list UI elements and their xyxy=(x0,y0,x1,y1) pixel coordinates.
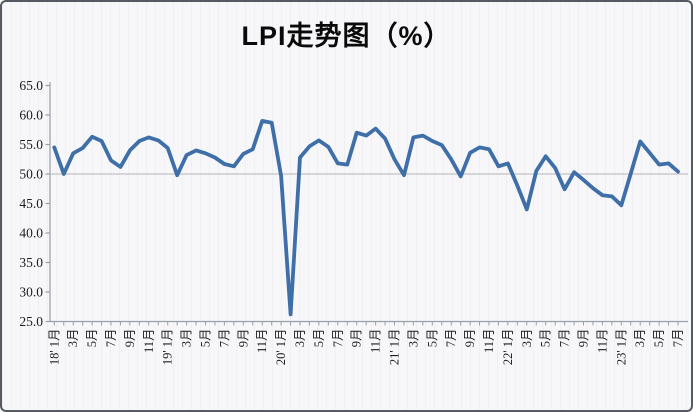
x-tick-label: 3月 xyxy=(520,329,534,348)
x-tick-label: 5月 xyxy=(652,329,666,348)
x-tick-label: 11月 xyxy=(142,329,156,354)
y-tick-label: 55.0 xyxy=(19,137,43,152)
x-tick-label: 21' 1月 xyxy=(388,329,402,366)
x-tick-label: 5月 xyxy=(312,329,326,348)
x-tick-label: 3月 xyxy=(180,329,194,348)
y-axis: 65.0 60.0 55.0 50.0 45.0 40.0 35.0 30.0 25.0 xyxy=(19,78,51,329)
x-tick-label: 3月 xyxy=(66,329,80,348)
x-tick-label: 9月 xyxy=(123,329,137,348)
x-tick-label: 5月 xyxy=(425,329,439,348)
x-axis: 18' 1月 3月 5月 7月 9月 11月 19' 1月 3月 5月 7月 9月 11月 20' 1月… xyxy=(47,320,688,366)
x-tick-label: 11月 xyxy=(369,329,383,354)
x-tick-label: 9月 xyxy=(236,329,250,348)
y-tick-label: 35.0 xyxy=(19,255,43,270)
x-tick-label: 20' 1月 xyxy=(274,329,288,366)
y-tick-label: 40.0 xyxy=(19,226,43,241)
x-tick-label: 22' 1月 xyxy=(501,329,515,366)
x-tick-label: 11月 xyxy=(482,329,496,354)
x-tick-label: 5月 xyxy=(539,329,553,348)
x-tick-label: 9月 xyxy=(350,329,364,348)
x-tick-label: 11月 xyxy=(255,329,269,354)
y-tick-label: 30.0 xyxy=(19,285,43,300)
x-tick-label: 7月 xyxy=(671,329,685,348)
y-tick-label: 50.0 xyxy=(19,167,43,182)
x-tick-label: 23' 1月 xyxy=(614,329,628,366)
y-tick-label: 60.0 xyxy=(19,108,43,123)
y-tick-label: 25.0 xyxy=(19,314,43,329)
x-tick-label: 7月 xyxy=(104,329,118,348)
x-tick-label: 18' 1月 xyxy=(47,329,61,366)
x-tick-label: 7月 xyxy=(444,329,458,348)
lpi-series-line xyxy=(52,119,680,317)
x-tick-label: 11月 xyxy=(595,329,609,354)
x-tick-label: 3月 xyxy=(293,329,307,348)
y-tick-label: 65.0 xyxy=(19,78,43,93)
x-tick-label: 3月 xyxy=(633,329,647,348)
x-tick-label: 5月 xyxy=(199,329,213,348)
y-tick-label: 45.0 xyxy=(19,196,43,211)
x-tick-label: 5月 xyxy=(85,329,99,348)
x-tick-label: 19' 1月 xyxy=(161,329,175,366)
x-tick-label: 7月 xyxy=(217,329,231,348)
x-tick-label: 3月 xyxy=(406,329,420,348)
x-tick-label: 9月 xyxy=(577,329,591,348)
x-tick-label: 7月 xyxy=(331,329,345,348)
x-tick-label: 9月 xyxy=(463,329,477,348)
x-tick-label: 7月 xyxy=(558,329,572,348)
chart-title: LPI走势图（%） xyxy=(241,21,452,51)
